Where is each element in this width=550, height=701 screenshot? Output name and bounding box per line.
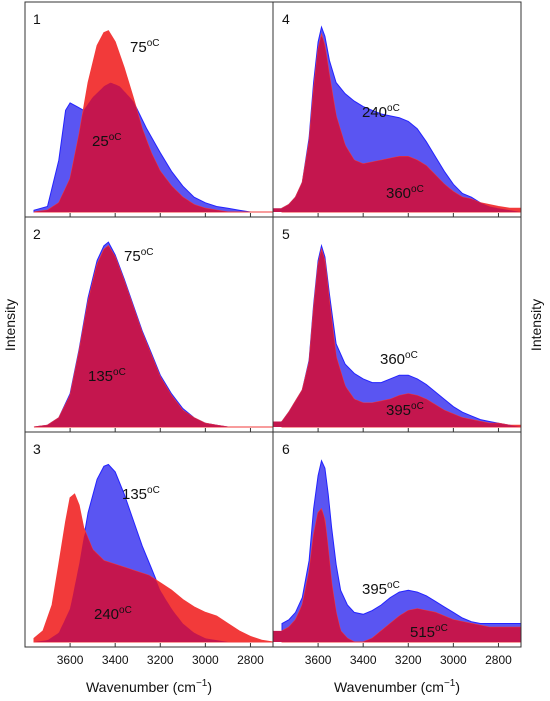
x-tick-label-3600-col2: 3600	[305, 653, 332, 667]
y-axis-label-left: Intensity	[2, 299, 18, 351]
x-tick-label-3400-col2: 3400	[350, 653, 377, 667]
series-label-p3-240: 240oC	[94, 605, 132, 623]
x-tick-label-2800-col2: 2800	[485, 653, 512, 667]
panel-4-plot	[273, 25, 521, 213]
series-label-p6-395: 395oC	[362, 580, 400, 598]
panel-number-5: 5	[282, 226, 290, 242]
x-tick-label-3600-col1: 3600	[57, 653, 84, 667]
panel-1-plot	[25, 30, 273, 213]
panel-number-3: 3	[33, 441, 41, 457]
series-label-p3-135: 135oC	[122, 485, 160, 503]
x-tick-label-3200-col2: 3200	[395, 653, 422, 667]
panel-3-overlap-area	[25, 531, 273, 642]
right-column-frame	[272, 1, 522, 648]
panel-6-plot	[273, 459, 521, 643]
x-tick-label-3200-col1: 3200	[147, 653, 174, 667]
panel-6-series-395-area	[281, 459, 521, 643]
series-label-p6-515: 515oC	[410, 623, 448, 641]
series-label-p4-360: 360oC	[386, 184, 424, 202]
series-label-p4-240: 240oC	[362, 103, 400, 121]
panel-6-overlap-area	[273, 509, 521, 642]
x-axis-label-right: Wavenumber (cm−1)	[334, 678, 460, 695]
panel-2-overlap-area	[25, 246, 273, 427]
panel-2-plot	[25, 241, 273, 428]
series-label-p2-135: 135oC	[88, 367, 126, 385]
y-axis-label-right: Intensity	[528, 299, 544, 351]
series-label-p1-25: 25oC	[92, 132, 121, 150]
panel-5-plot	[273, 243, 521, 428]
series-label-p2-75: 75oC	[124, 247, 153, 265]
panel-number-6: 6	[282, 441, 290, 457]
x-tick-label-3000-col1: 3000	[192, 653, 219, 667]
series-label-p5-395: 395oC	[386, 401, 424, 419]
series-label-p5-360: 360oC	[380, 350, 418, 368]
panel-3-plot	[25, 463, 273, 643]
series-label-p1-75: 75oC	[130, 38, 159, 56]
panel-frames	[24, 1, 522, 648]
panel-5-overlap-area	[273, 251, 521, 427]
panel-number-4: 4	[282, 11, 290, 27]
panel-4-overlap-area	[273, 36, 521, 212]
panel-1-overlap-area	[25, 82, 273, 212]
plot-layer	[25, 25, 521, 643]
x-axis-ticks: 3600 3400 3200 3000 2800 3600 3400 3200 3000 2800	[57, 213, 512, 667]
x-tick-label-2800-col1: 2800	[237, 653, 264, 667]
x-tick-label-3000-col2: 3000	[440, 653, 467, 667]
panel-number-1: 1	[33, 11, 41, 27]
x-tick-label-3400-col1: 3400	[102, 653, 129, 667]
x-axis-label-left: Wavenumber (cm−1)	[86, 678, 212, 695]
panel-number-2: 2	[33, 226, 41, 242]
